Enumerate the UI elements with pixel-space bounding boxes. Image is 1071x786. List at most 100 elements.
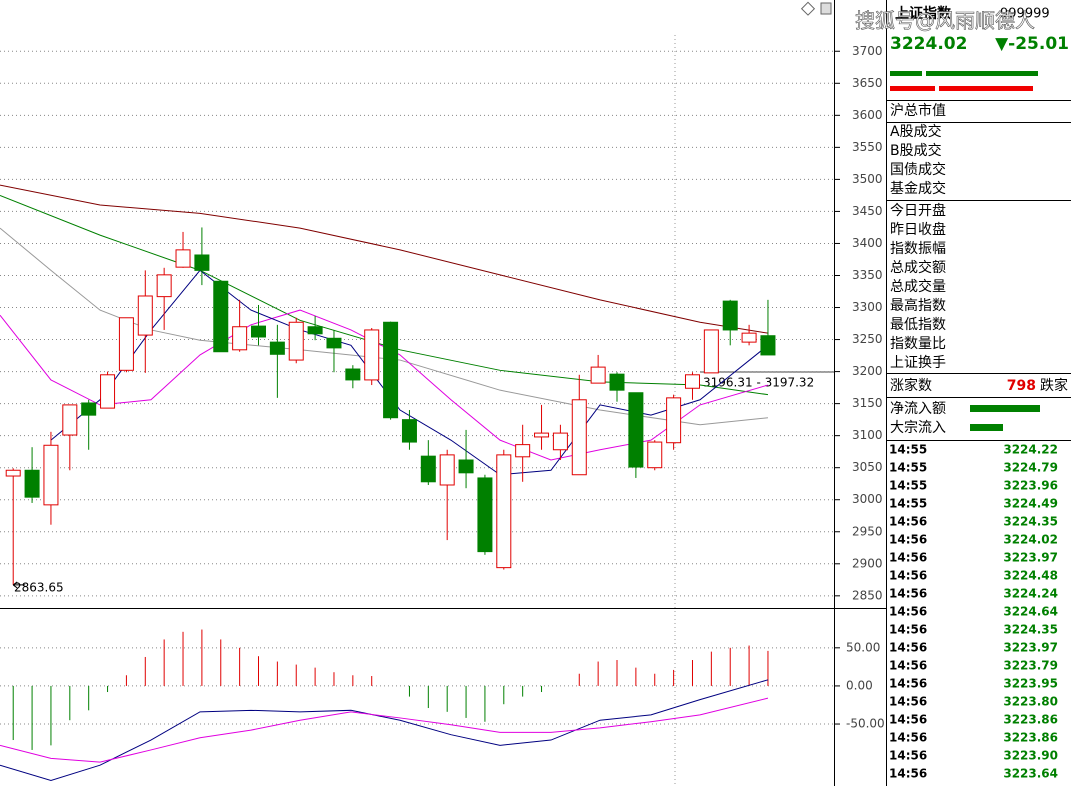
y-tick-label: 0.00 [846, 678, 873, 692]
tick-time: 14:56 [889, 587, 927, 601]
icon[interactable] [800, 1, 816, 16]
indicator-bar [890, 86, 935, 91]
candle-body [552, 432, 568, 451]
candle-body [213, 280, 229, 353]
tick-time: 14:55 [889, 479, 927, 493]
tick-price: 3223.86 [1003, 731, 1058, 745]
candle-body [496, 454, 512, 569]
tick-price: 3224.49 [1003, 497, 1058, 511]
candle-body [81, 402, 97, 416]
tick-time: 14:56 [889, 677, 927, 691]
y-tick-label: 3550 [852, 140, 883, 154]
candle-body [345, 368, 361, 381]
candle-body [5, 469, 21, 477]
y-tick-label: 2850 [852, 588, 883, 602]
y-tick-label: 3400 [852, 236, 883, 250]
y-tick-label: 3600 [852, 108, 883, 122]
candle-body [741, 332, 757, 343]
candle-body [194, 254, 210, 271]
candle-body [137, 295, 153, 336]
candle-body [760, 335, 776, 356]
tick-time: 14:56 [889, 659, 927, 673]
tick-price: 3223.96 [1003, 479, 1058, 493]
indicator-line [0, 184, 769, 334]
change: ▼-25.01 [995, 34, 1069, 54]
tick-price: 3223.97 [1003, 641, 1058, 655]
tick-price: 3223.86 [1003, 713, 1058, 727]
y-tick-label: -50.00 [846, 717, 885, 731]
tick-price: 3224.02 [1003, 533, 1058, 547]
y-tick-label: 3700 [852, 44, 883, 58]
y-tick-label: 3350 [852, 268, 883, 282]
candle-body [24, 469, 40, 498]
candle-body [43, 444, 59, 506]
tick-price: 3224.48 [1003, 569, 1058, 583]
candle-body [703, 329, 719, 374]
tick-time: 14:56 [889, 605, 927, 619]
tick-price: 3223.90 [1003, 749, 1058, 763]
flow-label: 净流入额 [890, 401, 946, 417]
indicator-line [0, 194, 769, 396]
field-label: 最低指数 [890, 317, 946, 333]
y-tick-label: 3200 [852, 364, 883, 378]
tick-time: 14:55 [889, 497, 927, 511]
candle-body [383, 321, 399, 419]
cursor-annotation: 3196.31 - 3197.32 [703, 376, 814, 390]
tick-time: 14:56 [889, 515, 927, 529]
candle-body [722, 300, 738, 331]
tick-time: 14:56 [889, 551, 927, 565]
y-tick-label: 3650 [852, 76, 883, 90]
index-code: 999999 [1000, 7, 1050, 22]
field-label: 总成交量 [890, 278, 946, 295]
y-tick-label: 2950 [852, 524, 883, 538]
candle-body [628, 392, 644, 468]
field-label: B股成交 [890, 142, 942, 159]
tick-time: 14:56 [889, 641, 927, 655]
breadth-label: 跌家 [1040, 377, 1068, 394]
tick-price: 3223.97 [1003, 551, 1058, 565]
indicator-bar [890, 71, 922, 76]
candle-body [571, 399, 587, 476]
candle-body [666, 397, 682, 444]
tick-time: 14:56 [889, 533, 927, 547]
tick-price: 3224.64 [1003, 605, 1058, 619]
field-label: 今日开盘 [890, 202, 946, 219]
tick-time: 14:56 [889, 749, 927, 763]
flow-bar [970, 424, 1003, 431]
candle-body [647, 441, 663, 469]
low-arrow [12, 581, 26, 589]
candle-body [62, 404, 78, 436]
tick-price: 3223.79 [1003, 659, 1058, 673]
candle-body [401, 419, 417, 443]
y-tick-label: 3000 [852, 492, 883, 506]
field-label: 上证换手 [890, 354, 946, 371]
indicator-bar [939, 86, 1033, 91]
field-label: 指数量比 [890, 336, 946, 352]
tick-time: 14:56 [889, 623, 927, 637]
y-tick-label: 3100 [852, 428, 883, 442]
tick-price: 3224.35 [1003, 515, 1058, 529]
field-label: 昨日收盘 [890, 221, 946, 238]
indicator-line [0, 679, 769, 781]
flow-bar [970, 405, 1040, 412]
y-tick-label: 3450 [852, 204, 883, 218]
candle-body [590, 366, 606, 384]
icon[interactable] [820, 2, 832, 15]
candle-body [232, 326, 248, 351]
watermark: 搜狐号@风雨顺德人 [855, 9, 1035, 33]
price: 3224.02 [890, 34, 967, 54]
tick-price: 3223.95 [1003, 677, 1058, 691]
candle-body [288, 321, 304, 361]
field-label: 基金成交 [890, 180, 946, 197]
tick-time: 14:56 [889, 569, 927, 583]
candle-body [420, 455, 436, 483]
y-tick-label: 50.00 [846, 640, 880, 654]
candle-body [326, 337, 342, 349]
breadth-value: 798 [1007, 378, 1036, 394]
field-label: A股成交 [890, 123, 942, 140]
candle-body [251, 325, 267, 338]
candle-body [307, 326, 323, 335]
field-label: 指数振幅 [890, 241, 946, 257]
field-label: 最高指数 [890, 297, 946, 314]
